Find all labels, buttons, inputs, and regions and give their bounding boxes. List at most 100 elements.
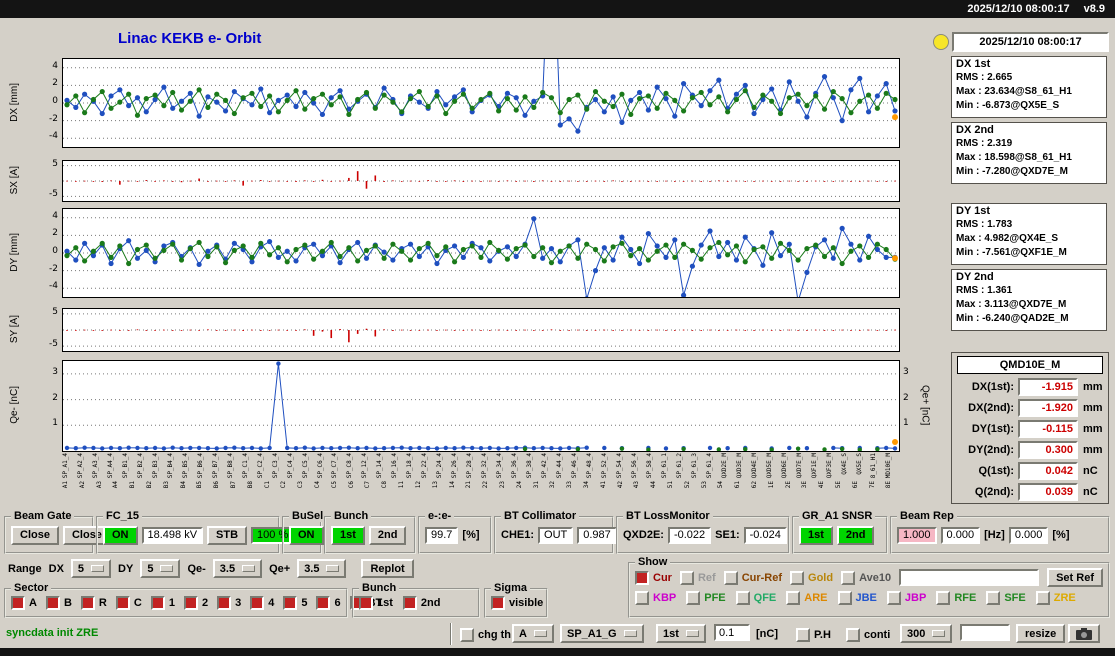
checkbox-3[interactable]: 3 — [217, 596, 241, 610]
x-tick-label: SP_A4_4 — [106, 453, 114, 478]
x-tick-label: 11 — [398, 481, 406, 489]
checkbox-1[interactable]: 1 — [150, 596, 175, 610]
titlebar-clock: 2025/12/10 08:00:17 — [967, 3, 1070, 15]
range-qem-dropdown[interactable]: 3.5 — [212, 559, 263, 578]
x-tick-label: SP_C5_4 — [301, 453, 309, 478]
checkbox-cur-ref[interactable]: Cur-Ref — [723, 570, 782, 585]
x-tick-label: SP_22_4 — [421, 453, 429, 478]
range-qep-dropdown[interactable]: 3.5 — [297, 559, 347, 578]
x-tick-label: 14 — [448, 481, 456, 489]
sector-a-dropdown[interactable]: A — [512, 624, 554, 643]
x-tick-label: 41 — [599, 481, 607, 489]
beam-gate-close-2-button[interactable]: Close — [62, 525, 111, 545]
checkbox-c[interactable]: C — [115, 596, 142, 610]
checkbox-2[interactable]: 2 — [183, 596, 208, 610]
resize-button[interactable]: resize — [1016, 624, 1066, 643]
group-beam-rep: Beam Rep 1.000 0.000 [Hz] 0.000 [%] — [890, 510, 1110, 554]
stat-max: Max : 3.113@QXD7E_M — [956, 299, 1067, 310]
x-tick-label: 43 — [633, 481, 641, 489]
snsr-2nd-button[interactable]: 2nd — [836, 525, 875, 545]
checkbox-label: ARE — [804, 592, 828, 604]
qe-chart — [62, 360, 900, 452]
fc15-on-button[interactable]: ON — [103, 525, 138, 545]
stat-title: DX 1st — [956, 58, 991, 70]
extra-input[interactable] — [960, 624, 1010, 641]
checkbox-label: C — [133, 597, 142, 609]
checkbox-ref[interactable]: Ref — [679, 570, 716, 585]
camera-icon — [1076, 627, 1092, 640]
range-dx-dropdown[interactable]: 5 — [70, 559, 112, 578]
snsr-1st-button[interactable]: 1st — [799, 525, 833, 545]
busel-on-button[interactable]: ON — [289, 525, 324, 545]
checkbox-6[interactable]: 6 — [316, 596, 341, 610]
checkbox-1st[interactable]: 1st — [359, 596, 393, 610]
group-title: FC_15 — [103, 510, 143, 522]
checkbox-5[interactable]: 5 — [283, 596, 307, 610]
magnet-row-label: DY(2nd): — [968, 443, 1014, 456]
bunch-1st-button[interactable]: 1st — [331, 525, 365, 545]
checkbox-jbp[interactable]: JBP — [886, 591, 926, 605]
x-tick-label: QXD4E_M — [750, 453, 758, 478]
checkbox-icon — [460, 628, 474, 642]
x-tick-label: SP_B8_4 — [226, 453, 234, 478]
checkbox-gold[interactable]: Gold — [790, 570, 833, 585]
x-tick-label: QXD7E_M — [795, 453, 803, 478]
beam-gate-close-1-button[interactable]: Close — [11, 525, 59, 545]
checkbox-zre[interactable]: ZRE — [1035, 591, 1076, 605]
fc15-stb-button[interactable]: STB — [207, 525, 248, 545]
group-sector: Sector A B R C 1 2 3 4 5 6 BT — [4, 582, 382, 618]
chg-th-checkbox[interactable]: chg th — [460, 628, 511, 642]
checkbox-are[interactable]: ARE — [786, 591, 828, 605]
interval-dropdown[interactable]: 300 — [900, 624, 953, 643]
qxd2e-value: -0.022 — [667, 526, 712, 544]
magnet-name: QMD10E_M — [957, 356, 1103, 374]
checkbox-4[interactable]: 4 — [250, 596, 274, 610]
group-bunch-status: Bunch 1st 2nd — [324, 510, 416, 554]
checkbox-visible[interactable]: visible — [491, 596, 543, 610]
group-title: BT Collimator — [501, 510, 580, 522]
checkbox-b[interactable]: B — [45, 596, 72, 610]
x-tick-label: QX4E_S — [840, 453, 848, 475]
checkbox-r[interactable]: R — [80, 596, 107, 610]
x-tick-label: C8 — [381, 481, 389, 489]
checkbox-label: PFE — [704, 592, 726, 604]
replot-button[interactable]: Replot — [361, 559, 414, 578]
range-dy-label: DY — [118, 562, 134, 575]
ph-checkbox[interactable]: P.H — [796, 628, 831, 642]
checkbox-sfe[interactable]: SFE — [986, 591, 1026, 605]
checkbox-rfe[interactable]: RFE — [936, 591, 976, 605]
x-tick-label: SP_A1_4 — [62, 453, 69, 478]
checkbox-qfe[interactable]: QFE — [735, 591, 776, 605]
range-dy-dropdown[interactable]: 5 — [140, 559, 181, 578]
x-tick-label: SP_B7_4 — [211, 453, 219, 478]
y-tick-label: -5 — [49, 339, 58, 350]
checkbox-pfe[interactable]: PFE — [686, 591, 726, 605]
checkbox-cur[interactable]: Cur — [635, 570, 672, 585]
magnet-row: Q(1st): 0.042 nC — [952, 460, 1108, 481]
qxd2e-label: QXD2E: — [623, 529, 664, 541]
show-row2-checkboxes: KBP PFE QFE ARE JBE JBP RFE SFE ZRE — [630, 587, 1108, 605]
bunch-dropdown[interactable]: 1st — [656, 624, 706, 643]
checkbox-kbp[interactable]: KBP — [635, 591, 676, 605]
conti-checkbox[interactable]: conti — [846, 628, 890, 642]
group-sigma: Sigma visible — [484, 582, 548, 618]
bunch-2nd-button[interactable]: 2nd — [368, 525, 407, 545]
checkbox-ave10[interactable]: Ave10 — [841, 570, 891, 585]
checkbox-a[interactable]: A — [11, 596, 37, 610]
set-ref-button[interactable]: Set Ref — [1047, 568, 1103, 587]
checkbox-jbe[interactable]: JBE — [837, 591, 877, 605]
dropdown-bar-icon — [685, 630, 699, 637]
checkbox-label: Ref — [697, 571, 716, 584]
stat-box-dx-1st: DX 1st RMS : 2.665 Max : 23.634@S8_61_H1… — [951, 56, 1107, 118]
sy-yticks: 5 -5 — [38, 307, 60, 350]
screenshot-button[interactable] — [1068, 624, 1100, 643]
checkbox-2nd[interactable]: 2nd — [402, 596, 440, 610]
show-row1-checkboxes: Cur Ref Cur-Ref Gold Ave10 — [635, 570, 891, 585]
ref-name-input[interactable] — [899, 569, 1040, 586]
monitor-dropdown[interactable]: SP_A1_G — [560, 624, 644, 643]
threshold-input[interactable] — [714, 624, 750, 641]
beam-rep-value-3: 0.000 — [1008, 526, 1049, 544]
bunch-checkbox-list: 1st 2nd — [354, 590, 478, 616]
beam-rep-value-1: 1.000 — [897, 526, 937, 544]
x-tick-label: SP_C1_4 — [241, 453, 249, 478]
